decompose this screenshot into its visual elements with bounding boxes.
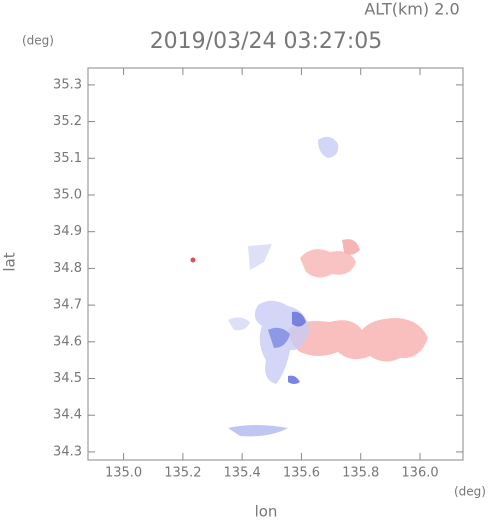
x-tick-label: 135.6 [283,466,320,481]
altitude: ALT(km) 2.0 [364,0,459,19]
y-tick-label: 34.9 [53,224,82,239]
plot-frame [87,67,464,461]
y-tick-label: 34.3 [53,444,82,459]
x-unit: (deg) [454,485,486,499]
y-tick-label: 34.6 [53,334,82,349]
chart-title: 2019/03/24 03:27:05 [150,29,383,54]
x-tick-label: 135.4 [224,466,261,481]
y-tick-label: 35.3 [53,77,82,92]
x-tick-label: 136.0 [401,466,438,481]
y-tick-label: 35.0 [53,187,82,202]
x-tick-label: 135.8 [342,466,379,481]
y-tick-label: 34.7 [53,298,82,313]
x-tick-label: 135.0 [105,466,142,481]
y-tick-label: 34.4 [53,408,82,423]
y-tick-label: 35.2 [53,114,82,129]
x-label: lon [255,503,278,521]
y-tick-label: 34.5 [53,371,82,386]
y-label: lat [1,252,19,271]
y-tick-label: 34.8 [53,261,82,276]
x-tick-label: 135.2 [164,466,201,481]
echo-field [190,136,428,437]
y-tick-label: 35.1 [53,151,82,166]
y-unit: (deg) [22,34,54,48]
